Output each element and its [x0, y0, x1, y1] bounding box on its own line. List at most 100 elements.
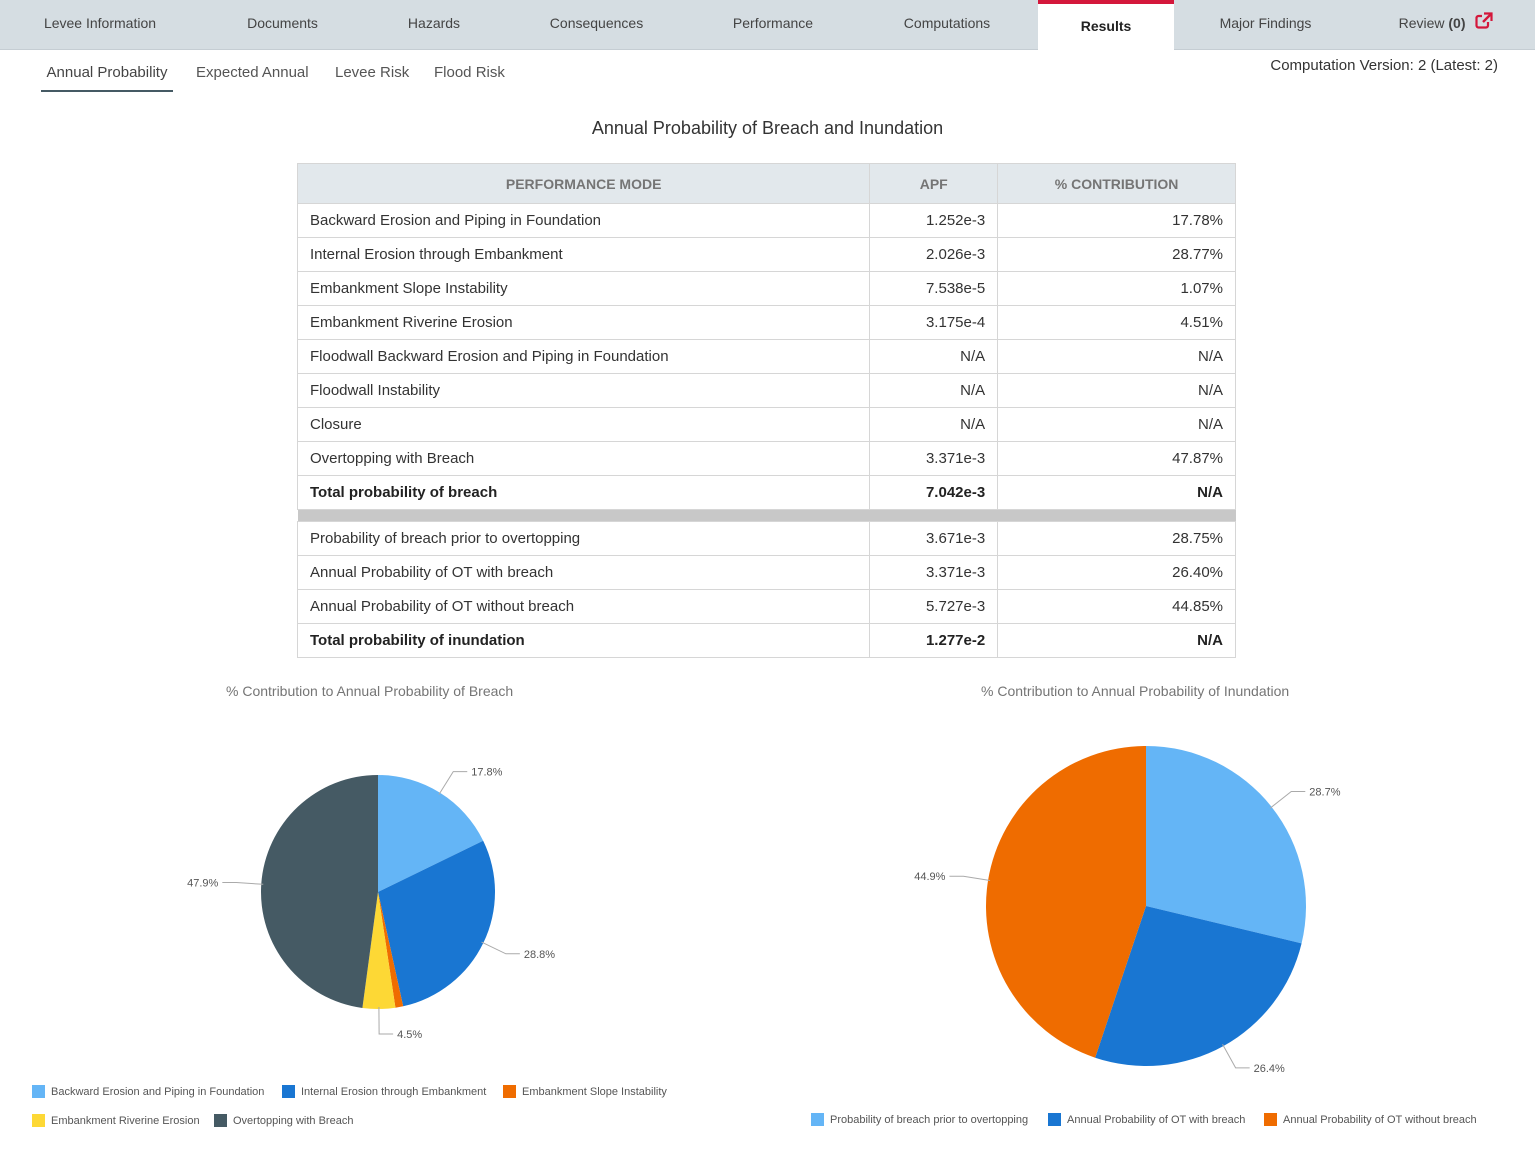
- legend-swatch: [32, 1114, 45, 1127]
- total-inundation-row: Total probability of inundation 1.277e-2 N…: [296, 623, 1236, 658]
- legend-item[interactable]: Embankment Riverine Erosion: [32, 1114, 200, 1127]
- apf-cell: 5.727e-3: [869, 589, 999, 624]
- table-row: Embankment Slope Instability 7.538e-5 1.07…: [296, 271, 1236, 306]
- label-leader-line: [222, 882, 264, 885]
- legend-label: Backward Erosion and Piping in Foundatio…: [51, 1085, 265, 1098]
- tab-documents[interactable]: Documents: [247, 15, 318, 31]
- performance-mode-cell: Annual Probability of OT without breach: [296, 589, 871, 624]
- review-label: Review: [1398, 15, 1445, 31]
- tab-consequences[interactable]: Consequences: [549, 15, 644, 31]
- tab-computations[interactable]: Computations: [903, 15, 991, 31]
- table-row: Floodwall Instability N/A N/A: [296, 373, 1236, 408]
- pie-slice[interactable]: [1146, 746, 1307, 944]
- pie-slice[interactable]: [362, 892, 396, 1010]
- apf-cell: N/A: [869, 407, 999, 442]
- subtab-annual-probability[interactable]: Annual Probability: [41, 64, 173, 92]
- subtab-expected-annual[interactable]: Expected Annual: [196, 64, 309, 81]
- legend-item[interactable]: Internal Erosion through Embankment: [282, 1085, 486, 1098]
- inundation-chart-title: % Contribution to Annual Probability of …: [981, 683, 1290, 699]
- performance-mode-cell: Total probability of breach: [296, 475, 871, 510]
- pie-slice[interactable]: [378, 840, 496, 1007]
- column-header-contribution: % CONTRIBUTION: [997, 163, 1236, 204]
- label-leader-line: [438, 771, 468, 795]
- apf-cell: 7.538e-5: [869, 271, 999, 306]
- table-separator: [297, 509, 1236, 522]
- pie-slice[interactable]: [985, 746, 1146, 1058]
- legend-label: Embankment Riverine Erosion: [51, 1114, 200, 1127]
- table-row: Closure N/A N/A: [296, 407, 1236, 442]
- legend-swatch: [1048, 1113, 1061, 1126]
- tab-results[interactable]: Results: [1038, 0, 1174, 51]
- performance-mode-cell: Floodwall Backward Erosion and Piping in…: [296, 339, 871, 374]
- legend-label: Internal Erosion through Embankment: [301, 1085, 487, 1098]
- computation-version: Computation Version: 2 (Latest: 2): [1270, 57, 1498, 74]
- contribution-cell: 17.78%: [997, 203, 1236, 238]
- pie-data-label: 44.9%: [914, 871, 945, 883]
- performance-mode-cell: Probability of breach prior to overtoppi…: [296, 521, 871, 556]
- pie-data-label: 4.5%: [397, 1029, 422, 1041]
- subtab-flood-risk[interactable]: Flood Risk: [434, 64, 505, 81]
- contribution-cell: 44.85%: [997, 589, 1236, 624]
- tab-levee-information[interactable]: Levee Information: [43, 15, 157, 31]
- pie-data-label: 28.7%: [1309, 786, 1340, 798]
- contribution-cell: N/A: [997, 623, 1236, 658]
- label-leader-line: [1269, 790, 1306, 809]
- legend-label: Probability of breach prior to overtoppi…: [830, 1113, 1029, 1126]
- table-row: Backward Erosion and Piping in Foundatio…: [296, 203, 1236, 238]
- legend-item[interactable]: Backward Erosion and Piping in Foundatio…: [32, 1085, 264, 1098]
- tab-review[interactable]: Review (0): [1357, 0, 1535, 50]
- review-count: (0): [1448, 15, 1466, 31]
- label-leader-line: [1222, 1043, 1250, 1069]
- performance-mode-cell: Floodwall Instability: [296, 373, 871, 408]
- pie-data-label: 26.4%: [1254, 1063, 1285, 1075]
- apf-cell: 3.671e-3: [869, 521, 999, 556]
- section-title: Annual Probability of Breach and Inundat…: [591, 118, 944, 138]
- contribution-cell: 47.87%: [997, 441, 1236, 476]
- legend-label: Annual Probability of OT without breach: [1283, 1113, 1477, 1126]
- table-row: Floodwall Backward Erosion and Piping in…: [296, 339, 1236, 374]
- pie-data-label: 28.8%: [524, 949, 555, 961]
- apf-cell: 2.026e-3: [869, 237, 999, 272]
- pie-slice[interactable]: [1095, 906, 1302, 1066]
- apf-cell: 1.277e-2: [869, 623, 999, 658]
- pie-data-label: 17.8%: [471, 767, 502, 779]
- apf-cell: 7.042e-3: [869, 475, 999, 510]
- external-link-icon[interactable]: [1475, 12, 1494, 30]
- table-row: Annual Probability of OT without breach 5…: [296, 589, 1236, 624]
- tab-hazards[interactable]: Hazards: [407, 15, 461, 31]
- pie-data-label: 47.9%: [187, 878, 218, 890]
- performance-mode-cell: Annual Probability of OT with breach: [296, 555, 871, 590]
- pie-slice[interactable]: [378, 775, 484, 892]
- inundation-pie-chart: 28.7% 26.4% 44.9%: [914, 746, 1341, 1075]
- performance-mode-cell: Closure: [296, 407, 871, 442]
- pie-slice[interactable]: [260, 775, 378, 1008]
- legend-swatch: [503, 1085, 516, 1098]
- contribution-cell: N/A: [997, 373, 1236, 408]
- results-table: PERFORMANCE MODE APF % CONTRIBUTION Back…: [296, 163, 1236, 658]
- legend-item[interactable]: Overtopping with Breach: [214, 1114, 353, 1127]
- legend-item[interactable]: Annual Probability of OT with breach: [1048, 1113, 1245, 1126]
- tab-performance[interactable]: Performance: [732, 15, 814, 31]
- tab-major-findings[interactable]: Major Findings: [1219, 15, 1312, 31]
- legend-swatch: [1264, 1113, 1277, 1126]
- contribution-cell: 28.75%: [997, 521, 1236, 556]
- subtab-levee-risk[interactable]: Levee Risk: [335, 64, 410, 81]
- pie-slice[interactable]: [378, 892, 404, 1008]
- contribution-cell: N/A: [997, 475, 1236, 510]
- performance-mode-cell: Total probability of inundation: [296, 623, 871, 658]
- performance-mode-cell: Embankment Slope Instability: [296, 271, 871, 306]
- legend-item[interactable]: Annual Probability of OT without breach: [1264, 1113, 1477, 1126]
- separator-cell: [297, 509, 1236, 522]
- contribution-cell: 26.40%: [997, 555, 1236, 590]
- legend-label: Annual Probability of OT with breach: [1067, 1113, 1246, 1126]
- legend-swatch: [214, 1114, 227, 1127]
- column-header-performance-mode: PERFORMANCE MODE: [296, 163, 871, 204]
- legend-item[interactable]: Embankment Slope Instability: [503, 1085, 667, 1098]
- legend-item[interactable]: Probability of breach prior to overtoppi…: [811, 1113, 1028, 1126]
- legend-swatch: [32, 1085, 45, 1098]
- legend-swatch: [811, 1113, 824, 1126]
- label-leader-line: [481, 941, 520, 955]
- legend-label: Overtopping with Breach: [233, 1114, 354, 1127]
- apf-cell: 3.175e-4: [869, 305, 999, 340]
